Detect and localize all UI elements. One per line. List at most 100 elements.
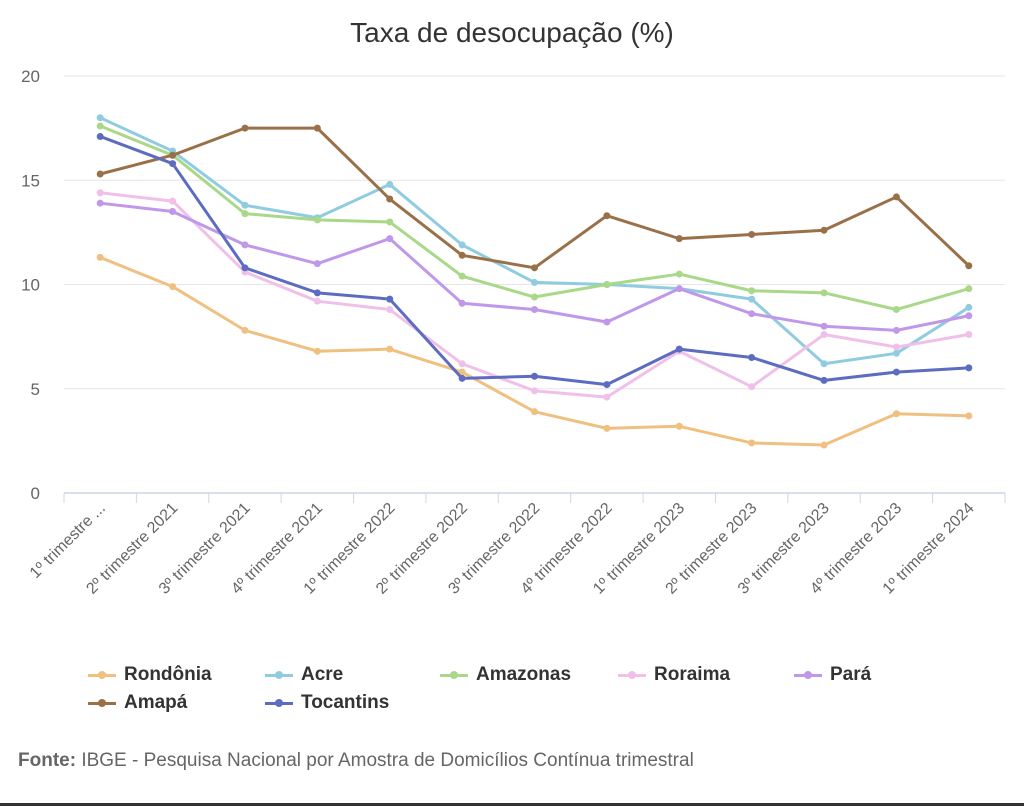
- data-point: [386, 235, 394, 243]
- data-point: [675, 422, 683, 430]
- data-point: [96, 189, 104, 197]
- y-tick-label: 0: [31, 484, 40, 503]
- data-point: [386, 180, 394, 188]
- data-point: [531, 372, 538, 380]
- legend-label: Pará: [830, 664, 872, 685]
- line-chart: Taxa de desocupação (%) 0 5 10 15 20 1º trime…: [21, 17, 1006, 598]
- data-point: [169, 197, 177, 205]
- data-point: [603, 424, 611, 432]
- legend-label: Acre: [301, 664, 344, 685]
- source-text: IBGE - Pesquisa Nacional por Amostra de …: [76, 750, 694, 771]
- data-point: [241, 201, 249, 209]
- data-point: [458, 241, 466, 249]
- data-point: [96, 170, 104, 178]
- data-point: [169, 283, 177, 291]
- source-label: Fonte:: [18, 750, 77, 771]
- data-point: [892, 410, 900, 418]
- data-point: [603, 212, 611, 220]
- data-point: [675, 345, 683, 353]
- data-point: [965, 285, 973, 293]
- data-point: [603, 281, 611, 288]
- legend-item[interactable]: Amapá: [88, 692, 187, 714]
- data-point: [531, 264, 538, 272]
- legend-symbol-icon: [265, 698, 293, 707]
- data-point: [313, 289, 321, 297]
- data-point: [458, 251, 466, 259]
- data-point: [241, 210, 249, 218]
- data-point: [313, 216, 321, 224]
- y-tick-label: 20: [21, 67, 40, 86]
- legend-item[interactable]: Rondônia: [88, 664, 212, 686]
- series-tocantins: [96, 132, 973, 389]
- data-point: [820, 360, 828, 368]
- data-point: [458, 299, 466, 307]
- data-point: [386, 195, 394, 203]
- data-point: [458, 360, 466, 368]
- data-point: [748, 439, 756, 447]
- legend-symbol-icon: [265, 670, 293, 679]
- series-acre: [96, 114, 973, 368]
- legend-item[interactable]: Acre: [265, 664, 343, 686]
- data-point: [241, 326, 249, 334]
- data-point: [241, 241, 249, 249]
- legend-symbol-icon: [88, 698, 116, 707]
- series-rondônia: [96, 253, 973, 449]
- data-point: [96, 199, 104, 207]
- data-point: [965, 312, 973, 320]
- legend-symbol-icon: [88, 670, 116, 679]
- y-tick-label: 15: [21, 171, 40, 190]
- x-tick-label: 1º trimestre ...: [27, 500, 109, 582]
- data-point: [892, 368, 900, 376]
- data-point: [313, 347, 321, 355]
- data-point: [892, 326, 900, 334]
- data-point: [531, 293, 538, 301]
- data-point: [458, 368, 466, 376]
- data-point: [965, 364, 973, 372]
- legend-label: Amazonas: [476, 664, 572, 685]
- data-point: [241, 124, 249, 132]
- legend-label: Rondônia: [124, 664, 212, 685]
- data-point: [313, 297, 321, 305]
- bottom-border: [0, 803, 1024, 806]
- data-point: [241, 264, 249, 272]
- data-point: [313, 260, 321, 268]
- legend-item[interactable]: Amazonas: [440, 664, 571, 686]
- legend-item[interactable]: Roraima: [618, 664, 730, 686]
- data-point: [748, 295, 756, 303]
- data-point: [965, 412, 973, 420]
- data-point: [531, 387, 538, 395]
- data-point: [603, 318, 611, 326]
- data-point: [675, 285, 683, 293]
- data-point: [820, 331, 828, 339]
- series-amazonas: [96, 122, 973, 314]
- legend-symbol-icon: [618, 670, 646, 679]
- data-point: [96, 132, 104, 140]
- legend-label: Tocantins: [301, 692, 390, 713]
- series-line: [99, 135, 969, 387]
- data-point: [748, 383, 756, 391]
- data-point: [748, 310, 756, 318]
- data-point: [169, 151, 177, 159]
- data-point: [603, 393, 611, 401]
- source-note: Fonte: IBGE - Pesquisa Nacional por Amos…: [18, 750, 694, 772]
- data-point: [313, 124, 321, 132]
- data-point: [386, 295, 394, 303]
- legend-label: Roraima: [654, 664, 731, 685]
- data-point: [169, 208, 177, 216]
- data-point: [892, 193, 900, 201]
- y-tick-label: 5: [31, 380, 40, 399]
- data-point: [820, 289, 828, 297]
- data-point: [96, 122, 104, 130]
- legend-item[interactable]: Tocantins: [265, 692, 389, 714]
- data-point: [748, 353, 756, 361]
- data-point: [603, 381, 611, 389]
- data-point: [748, 230, 756, 238]
- data-point: [458, 374, 466, 382]
- data-point: [386, 306, 394, 314]
- data-point: [820, 322, 828, 330]
- data-point: [820, 226, 828, 234]
- legend-item[interactable]: Pará: [794, 664, 871, 686]
- y-tick-label: 10: [21, 276, 40, 295]
- data-point: [386, 218, 394, 226]
